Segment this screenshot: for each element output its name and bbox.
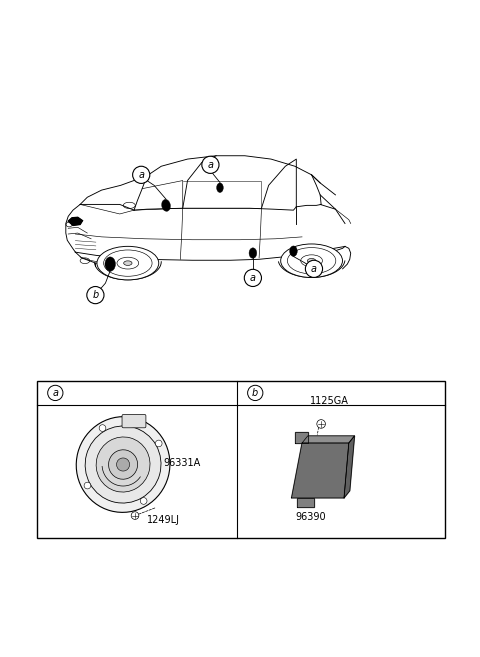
Text: a: a [250, 273, 256, 283]
Text: 96331A: 96331A [164, 458, 201, 468]
Text: b: b [252, 388, 258, 398]
Polygon shape [291, 443, 349, 498]
Ellipse shape [117, 458, 130, 471]
Ellipse shape [281, 244, 343, 277]
Circle shape [305, 260, 323, 277]
Ellipse shape [108, 450, 138, 479]
Polygon shape [68, 217, 83, 225]
Circle shape [87, 286, 104, 304]
Ellipse shape [117, 258, 139, 269]
Text: a: a [52, 388, 58, 398]
Ellipse shape [104, 250, 152, 276]
Ellipse shape [249, 248, 257, 258]
Circle shape [99, 424, 106, 432]
Circle shape [248, 385, 263, 401]
Polygon shape [302, 436, 355, 443]
Circle shape [140, 497, 147, 505]
Circle shape [48, 385, 63, 401]
Ellipse shape [76, 417, 170, 512]
Ellipse shape [97, 246, 159, 280]
Circle shape [156, 440, 162, 447]
Text: a: a [138, 170, 144, 180]
Bar [37, 381, 445, 539]
Text: 1249LJ: 1249LJ [147, 515, 180, 526]
Ellipse shape [85, 426, 161, 503]
Ellipse shape [105, 257, 116, 271]
Circle shape [84, 482, 91, 489]
Text: b: b [92, 290, 98, 300]
Text: a: a [311, 264, 317, 274]
Circle shape [202, 156, 219, 173]
Polygon shape [295, 432, 308, 443]
Text: a: a [207, 160, 214, 170]
Text: 1125GA: 1125GA [310, 396, 349, 406]
Circle shape [317, 420, 325, 428]
Ellipse shape [307, 258, 316, 263]
Polygon shape [297, 498, 314, 507]
Text: 96390: 96390 [295, 512, 326, 522]
Ellipse shape [123, 202, 135, 208]
Ellipse shape [216, 183, 223, 193]
Ellipse shape [162, 200, 170, 212]
Circle shape [131, 512, 139, 520]
Ellipse shape [301, 255, 323, 267]
FancyBboxPatch shape [122, 415, 146, 428]
Ellipse shape [288, 248, 336, 274]
Ellipse shape [124, 261, 132, 265]
Circle shape [132, 166, 150, 183]
Circle shape [244, 269, 262, 286]
Ellipse shape [289, 246, 297, 256]
Ellipse shape [96, 437, 150, 492]
Polygon shape [344, 436, 355, 498]
